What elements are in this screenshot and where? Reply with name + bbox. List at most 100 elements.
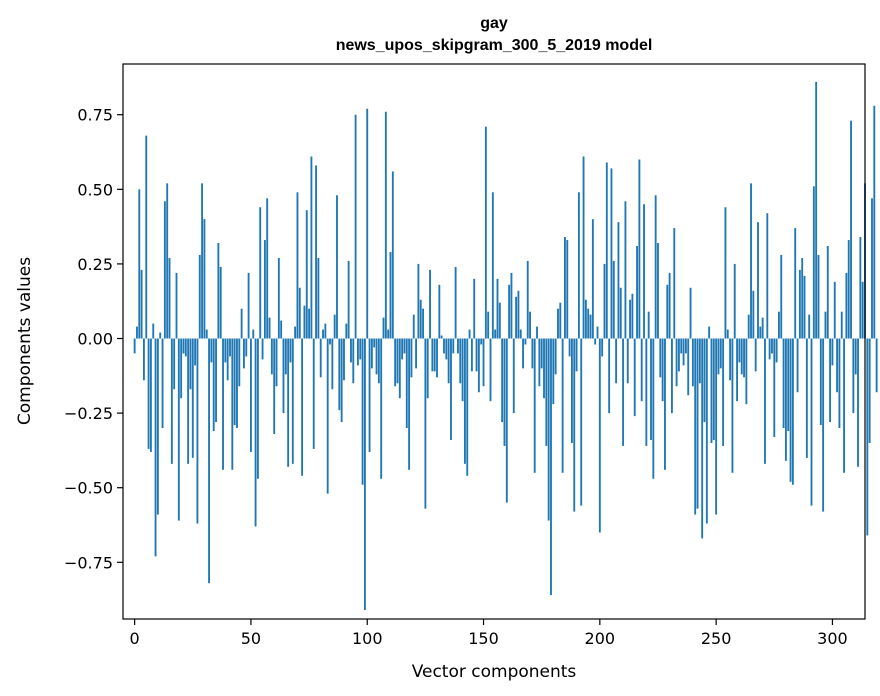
bar [740, 338, 743, 375]
bar [515, 296, 518, 339]
bar [266, 198, 269, 339]
bar [261, 338, 264, 360]
bar [177, 338, 180, 521]
bar [391, 171, 394, 339]
bar [710, 338, 713, 443]
bar [729, 338, 732, 381]
bar [389, 251, 392, 339]
bar [666, 284, 669, 339]
bar [317, 257, 320, 339]
y-tick-label: −0.50 [64, 479, 113, 498]
bar [340, 338, 343, 423]
bar [550, 338, 552, 596]
bar [719, 338, 722, 369]
bar [626, 338, 629, 384]
bar [484, 126, 487, 339]
bar [680, 338, 683, 354]
bar [712, 338, 715, 440]
bar [526, 260, 529, 339]
bar [159, 332, 162, 339]
bar [352, 338, 355, 384]
bar [373, 338, 376, 348]
bar [682, 338, 685, 366]
bar [280, 320, 283, 339]
bar [871, 198, 873, 339]
bar [198, 254, 201, 339]
bar [787, 338, 790, 432]
bar [791, 338, 794, 485]
bar [147, 338, 150, 449]
bar [191, 338, 194, 458]
bar [168, 257, 171, 339]
bar [417, 263, 420, 339]
bar [461, 338, 464, 402]
bar [824, 311, 827, 339]
bar [703, 338, 706, 423]
y-tick-label: 0.25 [77, 255, 113, 274]
bar [289, 338, 292, 363]
bar [836, 338, 839, 393]
bar [808, 314, 811, 339]
bar [633, 338, 636, 417]
bar [433, 338, 436, 372]
bar [473, 278, 476, 339]
bar [554, 338, 557, 375]
bar [256, 338, 259, 479]
bar [208, 338, 210, 584]
bar [671, 338, 673, 414]
bar [503, 338, 506, 446]
bar [794, 228, 797, 339]
bar [624, 201, 627, 339]
bar [640, 338, 643, 402]
bar [303, 305, 306, 339]
bar [557, 308, 559, 339]
bar [245, 338, 248, 357]
bar [236, 338, 238, 429]
bar [815, 81, 818, 339]
bar [575, 338, 578, 372]
bar [650, 338, 652, 440]
bar [654, 195, 657, 339]
bar [436, 338, 438, 378]
bar [533, 338, 536, 473]
bar [780, 254, 783, 339]
bar [275, 338, 278, 387]
chart-subtitle: news_upos_skipgram_300_5_2019 model [336, 37, 653, 54]
bar [608, 338, 611, 414]
bar [875, 338, 878, 393]
bar [210, 338, 213, 363]
bar [184, 338, 187, 357]
bar [247, 272, 250, 339]
bar [359, 338, 362, 360]
bar [212, 338, 215, 432]
bars-group [133, 81, 878, 611]
bar [250, 338, 252, 452]
x-axis-label: Vector components [412, 662, 577, 682]
bar [310, 156, 313, 339]
bar [277, 257, 280, 339]
bar [561, 338, 564, 473]
bar [203, 219, 206, 339]
bar [833, 281, 836, 339]
chart-title: gay [480, 15, 508, 32]
bar [361, 338, 364, 485]
bar [847, 240, 850, 339]
bar [426, 338, 429, 399]
bar [661, 338, 664, 402]
bar [354, 114, 357, 339]
bar [505, 338, 508, 503]
bar [596, 326, 599, 339]
y-tick-label: −0.25 [64, 404, 113, 423]
bar [854, 338, 857, 375]
bar [440, 335, 443, 339]
bar [477, 338, 480, 393]
bar [733, 263, 736, 339]
bar [838, 338, 841, 429]
bar [829, 338, 832, 423]
ticks-group: 0 50 100 150 200 250 300 −0.75 −0.50 −0.25 0.00 0.2… [64, 106, 848, 648]
bar [605, 162, 608, 339]
bar [475, 338, 478, 372]
bar [805, 338, 808, 458]
bar [254, 338, 257, 527]
bar [343, 338, 345, 381]
